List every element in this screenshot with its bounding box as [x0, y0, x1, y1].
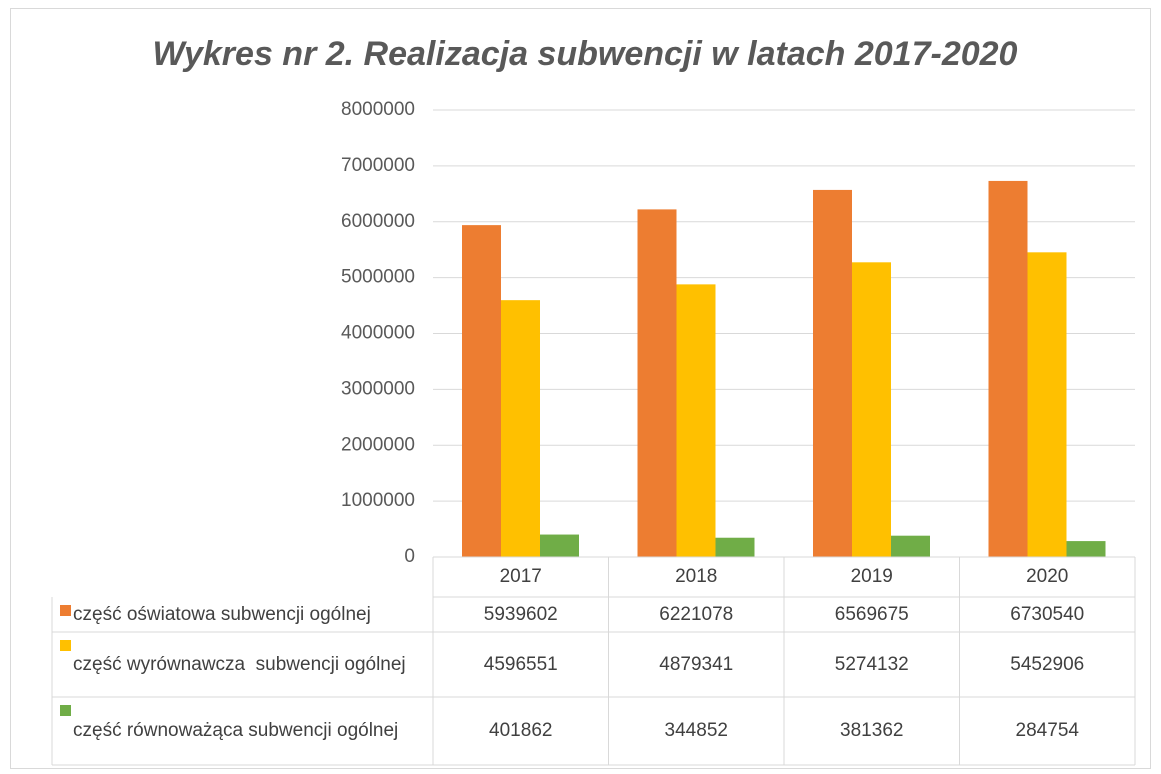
bar — [988, 180, 1028, 557]
y-tick-label: 3000000 — [341, 378, 415, 399]
legend-key — [60, 705, 71, 716]
chart-title: Wykres nr 2. Realizacja subwencji w lata… — [153, 35, 1018, 73]
bar — [891, 535, 930, 557]
legend-entry: część równoważąca subwencji ogólnej — [52, 697, 433, 765]
table-header: 2019 — [850, 566, 893, 587]
table-value: 6730540 — [1010, 603, 1085, 625]
table-header: 2020 — [1026, 566, 1069, 587]
table-value: 4879341 — [659, 653, 734, 675]
bar — [1027, 252, 1067, 557]
bar — [676, 284, 716, 557]
bar — [813, 189, 852, 557]
table-header: 2017 — [499, 566, 542, 587]
bar — [852, 262, 891, 557]
legend-entry: część wyrównawcza subwencji ogólnej — [52, 632, 433, 697]
bar — [715, 537, 755, 557]
table-value: 5452906 — [1010, 653, 1085, 675]
y-tick-label: 0 — [404, 546, 415, 567]
table-value: 381362 — [840, 720, 904, 741]
table-value: 6221078 — [659, 603, 734, 625]
bar — [1066, 541, 1106, 557]
table-value: 284754 — [1015, 720, 1079, 741]
legend-label: część oświatowa subwencji ogólnej — [73, 603, 371, 625]
y-tick-label: 8000000 — [341, 99, 415, 120]
bar — [462, 225, 501, 557]
y-tick-label: 7000000 — [341, 155, 415, 176]
bar — [637, 209, 677, 557]
y-tick-label: 4000000 — [341, 323, 415, 344]
legend-entry: część oświatowa subwencji ogólnej — [52, 597, 433, 632]
legend-key — [60, 605, 71, 616]
legend-key — [60, 640, 71, 651]
y-tick-label: 2000000 — [341, 434, 415, 455]
y-tick-label: 6000000 — [341, 211, 415, 232]
table-header: 2018 — [675, 566, 718, 587]
table-value: 344852 — [664, 720, 728, 741]
table-value: 6569675 — [834, 603, 909, 625]
table-value: 5939602 — [483, 603, 558, 625]
legend-label: część równoważąca subwencji ogólnej — [73, 720, 399, 741]
chart-border — [10, 8, 1151, 769]
table-value: 4596551 — [483, 653, 558, 675]
y-tick-label: 5000000 — [341, 267, 415, 288]
legend-label: część wyrównawcza subwencji ogólnej — [73, 653, 406, 675]
table-value: 5274132 — [834, 653, 909, 675]
bar — [540, 534, 579, 557]
bar — [501, 300, 540, 557]
table-value: 401862 — [489, 720, 553, 741]
y-tick-label: 1000000 — [341, 490, 415, 511]
